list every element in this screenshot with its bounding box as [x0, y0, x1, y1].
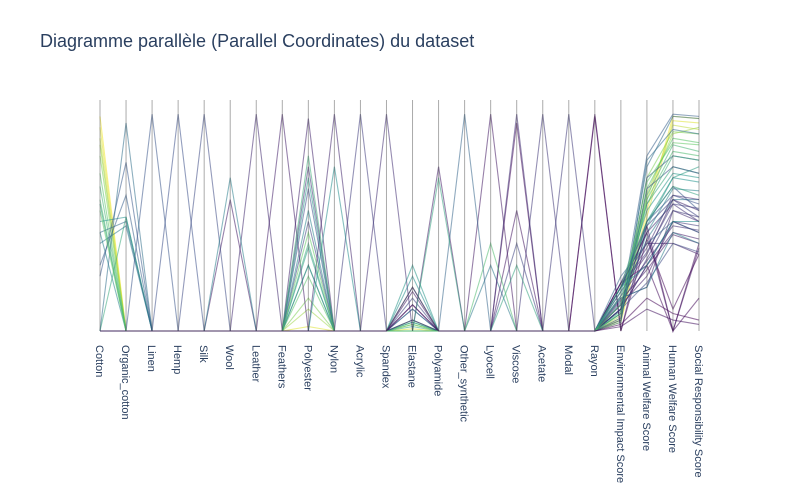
series-line-9	[99, 177, 700, 332]
axis-label-14: Other_synthetic	[458, 345, 470, 423]
axis-label-19: Rayon	[588, 345, 600, 377]
series-line-41	[100, 177, 700, 332]
axis-label-23: Social Responsibility Score	[692, 345, 704, 478]
axis-label-2: Linen	[145, 345, 157, 372]
axis-label-8: Polyester	[301, 345, 313, 391]
axis-label-7: Feathers	[275, 345, 287, 389]
axis-label-9: Nylon	[327, 345, 339, 373]
axis-label-17: Acetate	[536, 345, 548, 382]
axis-label-12: Elastane	[406, 345, 418, 388]
axes-layer: Cotton Organic_cotton Linen Hemp Silk Wool Lea…	[93, 100, 704, 483]
axis-label-13: Polyamide	[432, 345, 444, 396]
axis-label-1: Organic_cotton	[119, 345, 131, 420]
series-line-38	[100, 177, 700, 332]
axis-label-22: Human Welfare Score	[666, 345, 678, 453]
lines-layer	[99, 113, 700, 334]
axis-label-20: Environmental Impact Score	[614, 345, 626, 483]
axis-label-16: Viscose	[510, 345, 522, 383]
axis-label-4: Silk	[197, 345, 209, 363]
axis-label-5: Wool	[223, 345, 235, 370]
series-line-14	[99, 162, 700, 332]
axis-label-15: Lyocell	[484, 345, 496, 379]
axis-label-18: Modal	[562, 345, 574, 375]
chart-title: Diagramme parallèle (Parallel Coordinate…	[40, 31, 475, 51]
axis-label-0: Cotton	[93, 345, 105, 377]
axis-label-21: Animal Welfare Score	[640, 345, 652, 451]
axis-label-6: Leather	[249, 345, 261, 383]
series-line-46	[100, 286, 700, 332]
axis-label-3: Hemp	[171, 345, 183, 374]
axis-label-10: Acrylic	[353, 345, 365, 378]
axis-label-11: Spandex	[379, 345, 391, 389]
